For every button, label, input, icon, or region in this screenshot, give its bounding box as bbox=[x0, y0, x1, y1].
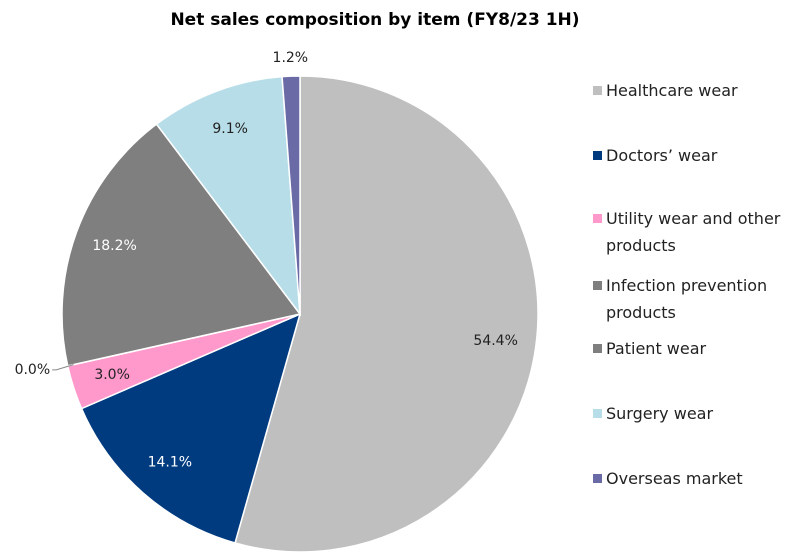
data-label: 14.1% bbox=[148, 455, 192, 471]
legend-swatch bbox=[593, 214, 602, 223]
legend-item: Patient wear bbox=[593, 335, 801, 362]
legend-label: Infection prevention products bbox=[606, 276, 768, 322]
leader-line bbox=[52, 364, 74, 371]
legend-item: Infection prevention products bbox=[593, 272, 801, 326]
legend-label: Surgery wear bbox=[606, 404, 714, 423]
legend-item: Utility wear and other products bbox=[593, 205, 801, 259]
data-label: 18.2% bbox=[92, 238, 136, 254]
legend-item: Healthcare wear bbox=[593, 77, 801, 104]
pie-slice bbox=[234, 75, 539, 552]
legend-label: Overseas market bbox=[606, 469, 743, 488]
data-label: 9.1% bbox=[212, 121, 248, 137]
legend-label: Utility wear and other products bbox=[606, 209, 781, 255]
legend-label: Healthcare wear bbox=[606, 81, 738, 100]
legend-swatch bbox=[593, 409, 602, 418]
legend-item: Overseas market bbox=[593, 465, 801, 492]
data-label: 3.0% bbox=[94, 367, 130, 383]
legend-swatch bbox=[593, 474, 602, 483]
pie-slice bbox=[281, 75, 301, 315]
legend-item: Doctors’ wear bbox=[593, 142, 801, 169]
pie-slice bbox=[61, 123, 302, 367]
legend-item: Surgery wear bbox=[593, 400, 801, 427]
legend-swatch bbox=[593, 151, 602, 160]
legend-swatch bbox=[593, 86, 602, 95]
legend-label: Doctors’ wear bbox=[606, 146, 718, 165]
pie-slice bbox=[155, 75, 301, 317]
chart-title: Net sales composition by item (FY8/23 1H… bbox=[170, 10, 579, 30]
pie-slice bbox=[80, 312, 302, 544]
data-label: 54.4% bbox=[473, 333, 517, 349]
data-label: 1.2% bbox=[273, 50, 309, 66]
legend-swatch bbox=[593, 281, 602, 290]
legend-swatch bbox=[593, 344, 602, 353]
legend-label: Patient wear bbox=[606, 339, 707, 358]
data-label: 0.0% bbox=[15, 362, 51, 378]
